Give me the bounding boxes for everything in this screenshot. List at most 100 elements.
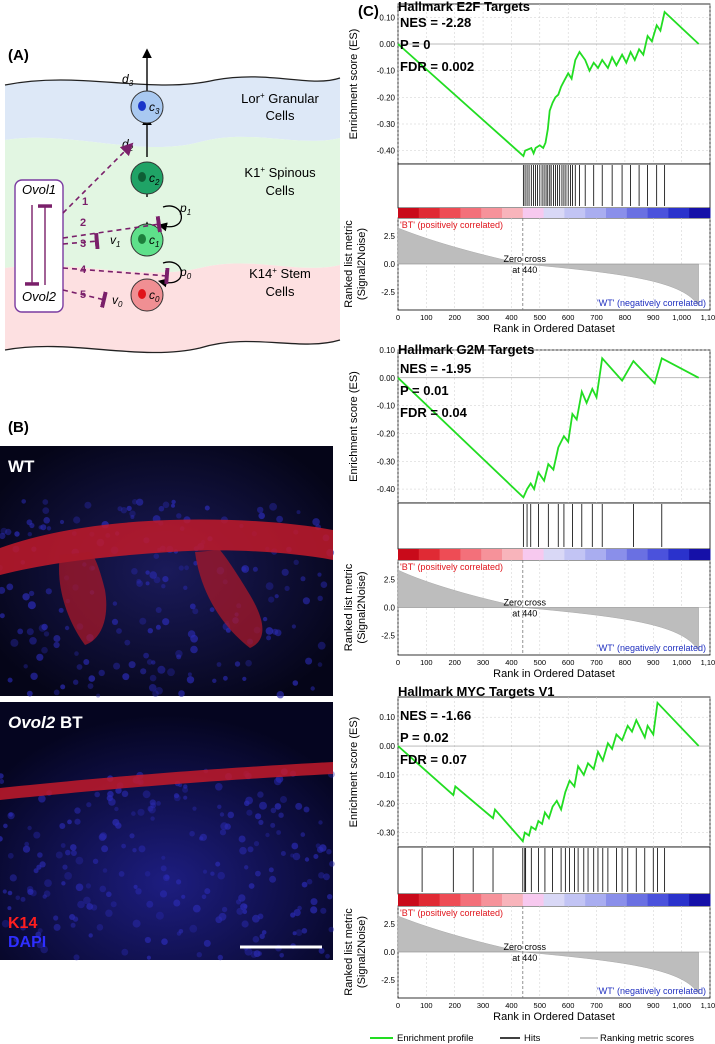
rank-color-segment (626, 208, 649, 218)
x-tick: 500 (534, 313, 547, 322)
rank-color-segment (502, 894, 524, 906)
gsea-stat: P = 0.02 (400, 730, 449, 745)
x-tick: 1,000 (672, 658, 691, 667)
regulation-number-5: 5 (80, 289, 86, 301)
x-tick: 400 (505, 658, 518, 667)
rank-color-segment (668, 208, 690, 218)
regulation-2 (62, 215, 162, 239)
cell-c1: c1 (130, 223, 164, 257)
svg-text:K14+ Stem: K14+ Stem (249, 266, 311, 281)
rank-y-tick: 2.5 (384, 576, 396, 585)
layer-stem (5, 263, 340, 353)
es-y-tick: -0.30 (377, 457, 396, 466)
rank-color-segment (418, 208, 441, 218)
rank-y-axis-label-2: (Signal2Noise) (356, 228, 368, 300)
zero-cross-label: Zero cross (504, 942, 547, 952)
rank-color-segment (647, 208, 669, 218)
rank-color-segment (626, 894, 649, 906)
es-y-tick: -0.10 (377, 771, 396, 780)
rank-color-segment (418, 894, 441, 906)
nucleus-icon (138, 101, 146, 111)
gsea-title: Hallmark MYC Targets V1 (398, 684, 555, 699)
nucleus-icon (138, 172, 146, 182)
es-y-tick: -0.40 (377, 147, 396, 156)
enrichment-profile-line (397, 356, 700, 499)
rank-y-tick: 2.5 (384, 232, 396, 241)
es-y-tick: 0.10 (379, 13, 395, 22)
cell-label: c (149, 233, 155, 247)
panel-a-label: (A) (8, 47, 29, 64)
x-tick: 1,100 (701, 313, 715, 322)
rank-y-tick: -2.5 (381, 288, 395, 297)
gsea-plot-2: 0.10 0.00 -0.10 -0.20 -0.30 -0.40 2.5 0.0 -2.5 Ze… (343, 342, 715, 680)
layer-label-lor: Lor+ Granular Cells (241, 91, 319, 123)
x-tick: 900 (647, 313, 660, 322)
rank-y-axis-label: Ranked list metric (343, 220, 355, 308)
rank-color-segment (564, 549, 586, 560)
es-y-tick: -0.10 (377, 67, 396, 76)
ranking-metric-area (397, 227, 699, 307)
es-y-tick: -0.10 (377, 402, 396, 411)
es-plot-frame (397, 3, 711, 165)
rank-y-axis-label-2: (Signal2Noise) (356, 916, 368, 988)
rank-color-segment (522, 208, 545, 218)
es-plot-frame (397, 696, 711, 848)
x-tick: 900 (647, 1001, 660, 1010)
x-tick: 900 (647, 658, 660, 667)
rank-color-segment (460, 208, 482, 218)
rank-y-tick: 0.0 (384, 260, 396, 269)
rank-color-segment (585, 208, 607, 218)
rate-v0: v0 (112, 293, 123, 309)
gsea-stat: P = 0.01 (400, 383, 449, 398)
legend-rank: Ranking metric scores (600, 1033, 694, 1044)
rank-color-segment (689, 549, 711, 560)
stain-k14-label: K14 (8, 915, 37, 932)
gsea-stat: FDR = 0.04 (400, 405, 468, 420)
negative-correlation-label: 'WT' (negatively correlated) (597, 643, 706, 653)
rank-color-segment (668, 894, 690, 906)
regulation-3 (62, 232, 100, 250)
svg-text:c3: c3 (149, 100, 160, 116)
rank-y-axis-label: Ranked list metric (343, 908, 355, 996)
wt-label: WT (8, 457, 35, 476)
x-axis-label: Rank in Ordered Dataset (493, 668, 615, 680)
x-tick: 100 (420, 658, 433, 667)
zero-cross-value: at 440 (512, 953, 537, 963)
rank-y-tick: -2.5 (381, 632, 395, 641)
x-tick: 100 (420, 1001, 433, 1010)
top-boundary (4, 76, 341, 86)
layer-label-k1: K1+ Spinous Cells (244, 165, 316, 198)
regulation-number-2: 2 (80, 217, 86, 229)
x-tick: 300 (477, 313, 490, 322)
es-y-tick: -0.20 (377, 93, 396, 102)
rank-color-segment (647, 894, 669, 906)
zero-cross-value: at 440 (512, 609, 537, 619)
nucleus-icon (138, 289, 146, 299)
x-tick: 800 (619, 313, 632, 322)
rank-color-segment (585, 549, 607, 560)
self-renewal-loop-c1 (157, 205, 183, 232)
rank-color-segment (439, 894, 461, 906)
positive-correlation-label: 'BT' (positively correlated) (400, 908, 503, 918)
rank-color-segment (439, 208, 461, 218)
panel-c-label: (C) (358, 3, 379, 20)
x-tick: 800 (619, 658, 632, 667)
rank-color-segment (502, 208, 524, 218)
x-axis-label: Rank in Ordered Dataset (493, 1011, 615, 1023)
gsea-title: Hallmark G2M Targets (398, 342, 534, 357)
es-y-axis-label: Enrichment score (ES) (348, 371, 360, 482)
regulation-1 (62, 142, 134, 214)
rank-y-tick: 2.5 (384, 920, 396, 929)
rank-color-segment (398, 208, 420, 218)
x-tick: 0 (396, 658, 400, 667)
x-tick: 600 (562, 1001, 575, 1010)
layer-granular (5, 76, 340, 148)
x-tick: 700 (590, 1001, 603, 1010)
es-y-tick: 0.10 (379, 713, 395, 722)
cell-label: c (149, 288, 155, 302)
rank-color-segment (543, 894, 565, 906)
wt-hair-follicle-1 (59, 552, 107, 645)
ovol2-label: Ovol2 (22, 289, 57, 304)
x-tick: 1,000 (672, 313, 691, 322)
